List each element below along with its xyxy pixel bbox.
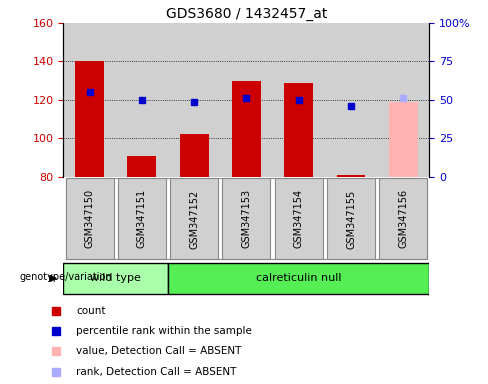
Text: GSM347151: GSM347151 (137, 189, 147, 248)
Text: GSM347150: GSM347150 (84, 189, 95, 248)
Bar (325, 23, 377, 177)
Text: calreticulin null: calreticulin null (256, 273, 342, 283)
Bar (232, 81, 261, 177)
Bar (127, 156, 156, 177)
Text: GSM347152: GSM347152 (189, 189, 199, 248)
Bar (389, 102, 418, 177)
Bar (220, 23, 273, 177)
Bar (168, 23, 220, 177)
Text: percentile rank within the sample: percentile rank within the sample (76, 326, 252, 336)
Bar (337, 175, 366, 177)
Text: GSM347153: GSM347153 (242, 189, 251, 248)
Bar (223, 178, 270, 260)
Bar (273, 23, 325, 177)
Text: GSM347154: GSM347154 (294, 189, 304, 248)
Bar (63, 23, 116, 177)
Bar (63, 263, 168, 294)
Text: GSM347155: GSM347155 (346, 189, 356, 248)
Bar (275, 178, 323, 260)
Text: rank, Detection Call = ABSENT: rank, Detection Call = ABSENT (76, 367, 237, 377)
Bar (285, 83, 313, 177)
Bar (116, 23, 168, 177)
Title: GDS3680 / 1432457_at: GDS3680 / 1432457_at (166, 7, 327, 21)
Text: GSM347156: GSM347156 (398, 189, 408, 248)
Bar (75, 61, 104, 177)
Bar (379, 178, 427, 260)
Bar (168, 263, 429, 294)
Bar (65, 178, 114, 260)
Text: count: count (76, 306, 106, 316)
Bar (377, 23, 429, 177)
Text: genotype/variation: genotype/variation (19, 271, 112, 282)
Bar (118, 178, 166, 260)
Bar (180, 134, 208, 177)
Text: wild type: wild type (90, 273, 141, 283)
Bar (327, 178, 375, 260)
Bar (170, 178, 218, 260)
Text: value, Detection Call = ABSENT: value, Detection Call = ABSENT (76, 346, 242, 356)
